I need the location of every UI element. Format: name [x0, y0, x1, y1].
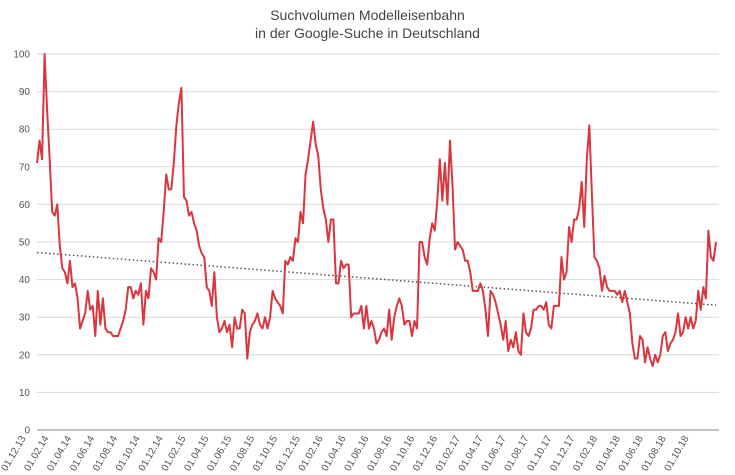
chart-title-line-2: in der Google-Suche in Deutschland — [255, 25, 480, 41]
y-tick-label: 90 — [19, 87, 31, 98]
trendline — [36, 251, 717, 306]
y-tick-label: 50 — [19, 238, 31, 249]
x-axis-ticks: 01.12.1301.02.1401.04.1401.06.1401.08.14… — [0, 434, 692, 474]
y-tick-label: 80 — [19, 125, 31, 136]
y-tick-label: 40 — [19, 275, 31, 286]
y-tick-label: 30 — [19, 313, 31, 324]
y-tick-label: 10 — [19, 388, 31, 399]
y-tick-label: 60 — [19, 200, 31, 211]
y-tick-label: 100 — [13, 50, 30, 61]
chart-title-line-1: Suchvolumen Modelleisenbahn — [270, 7, 465, 23]
y-tick-label: 70 — [19, 162, 31, 173]
series-layer — [36, 53, 717, 368]
y-tick-label: 0 — [24, 426, 30, 437]
series-line — [36, 53, 717, 368]
y-tick-label: 20 — [19, 350, 31, 361]
grid-lines — [37, 53, 719, 431]
y-axis-ticks: 0 10 20 30 40 50 60 70 80 90 100 — [13, 50, 30, 437]
